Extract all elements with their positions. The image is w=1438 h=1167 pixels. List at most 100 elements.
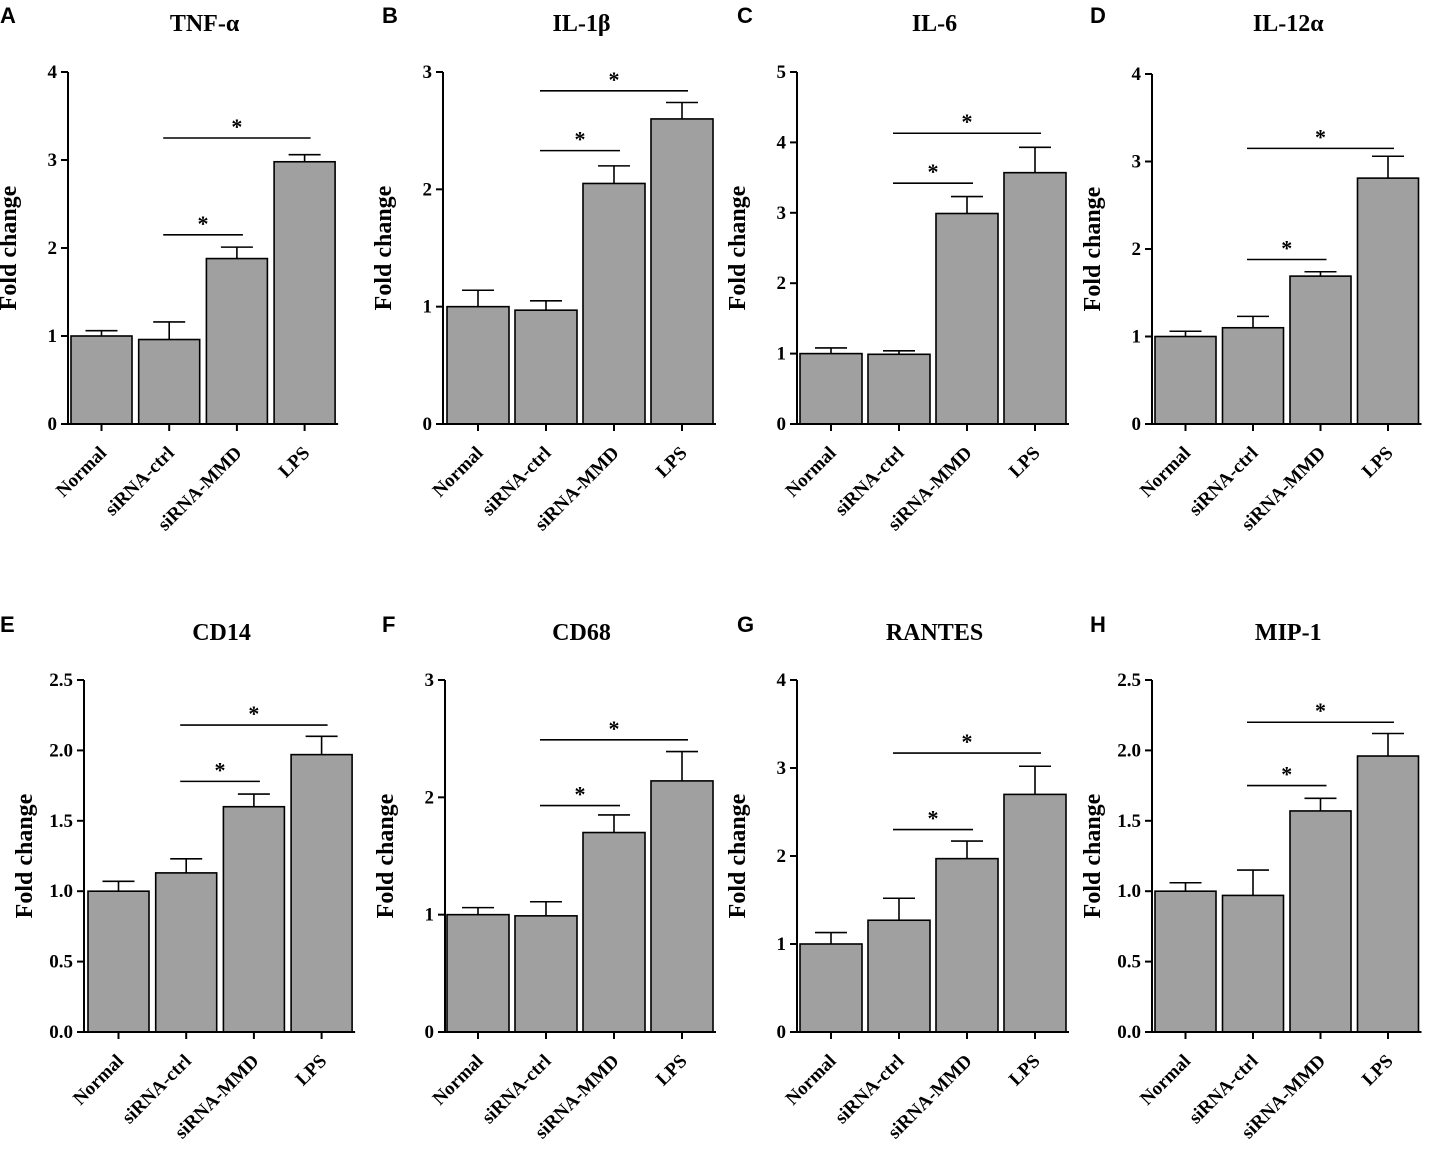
y-tick-label: 0.0 xyxy=(1117,1022,1141,1043)
significance-star: * xyxy=(231,114,242,139)
x-tick-label: LPS xyxy=(652,1051,691,1090)
panel-e: E CD14 Fold change 0.0 0.5 1.0 1.5 2.0 2.5 Normal… xyxy=(0,612,356,1143)
y-tick-label: 2.0 xyxy=(49,740,73,761)
significance-star: * xyxy=(198,211,209,236)
bar xyxy=(799,943,863,1033)
bar xyxy=(514,915,578,1033)
y-tick-label: 1.5 xyxy=(1117,811,1141,832)
bar xyxy=(1154,890,1217,1033)
y-axis-label: Fold change xyxy=(0,185,22,310)
bar xyxy=(205,257,269,425)
y-tick-label: 1 xyxy=(1132,327,1142,348)
y-tick-label: 2 xyxy=(1132,239,1142,260)
y-axis-label: Fold change xyxy=(1080,186,1106,311)
chart-title: RANTES xyxy=(886,620,983,646)
significance-star: * xyxy=(609,716,620,741)
significance-star: * xyxy=(215,757,226,782)
bar xyxy=(799,352,863,425)
y-tick-label: 3 xyxy=(425,670,435,691)
y-axis-label: Fold change xyxy=(371,185,397,310)
bar xyxy=(290,753,353,1033)
bar xyxy=(935,857,999,1033)
panel-letter: C xyxy=(737,3,753,28)
y-tick-label: 4 xyxy=(1132,64,1142,85)
y-axis-label: Fold change xyxy=(1080,793,1106,918)
panel-letter: D xyxy=(1090,3,1106,28)
x-tick-label: Normal xyxy=(429,1051,488,1110)
bar xyxy=(867,919,931,1033)
y-tick-label: 1 xyxy=(425,905,435,926)
y-tick-label: 2.0 xyxy=(1117,740,1141,761)
bar xyxy=(1356,177,1420,425)
y-tick-label: 2 xyxy=(425,787,435,808)
x-tick-label: Normal xyxy=(69,1051,128,1110)
bar xyxy=(1154,335,1217,425)
y-tick-label: 2.5 xyxy=(1117,670,1141,691)
y-tick-label: 2 xyxy=(777,273,787,294)
bar xyxy=(137,338,201,425)
y-tick-label: 1.5 xyxy=(49,811,73,832)
y-axis-label: Fold change xyxy=(725,793,751,918)
y-tick-label: 0.0 xyxy=(49,1022,73,1043)
chart-title: IL-1β xyxy=(553,11,611,37)
y-tick-label: 4 xyxy=(777,670,787,691)
y-tick-label: 1.0 xyxy=(49,881,73,902)
significance-star: * xyxy=(962,109,973,134)
bar xyxy=(1356,755,1420,1033)
significance-star: * xyxy=(962,729,973,754)
y-tick-label: 3 xyxy=(423,62,433,83)
bar xyxy=(1289,275,1352,425)
chart-title: TNF-α xyxy=(170,11,240,37)
bar xyxy=(222,805,286,1033)
significance-star: * xyxy=(928,806,939,831)
y-tick-label: 4 xyxy=(48,62,58,83)
y-tick-label: 1 xyxy=(48,326,58,347)
y-tick-label: 3 xyxy=(48,150,58,171)
y-tick-label: 1 xyxy=(423,297,433,318)
y-tick-label: 0 xyxy=(777,414,787,435)
significance-star: * xyxy=(1315,698,1326,723)
bar xyxy=(154,872,218,1033)
y-tick-label: 0 xyxy=(1132,414,1142,435)
x-tick-label: LPS xyxy=(1005,443,1044,482)
x-tick-label: Normal xyxy=(429,443,488,502)
y-tick-label: 2 xyxy=(423,179,433,200)
x-tick-label: Normal xyxy=(1136,443,1195,502)
x-tick-label: LPS xyxy=(1358,443,1397,482)
x-tick-label: LPS xyxy=(275,443,314,482)
y-tick-label: 2.5 xyxy=(49,670,73,691)
chart-title: IL-12α xyxy=(1253,11,1324,37)
chart-title: IL-6 xyxy=(912,11,957,37)
x-tick-label: Normal xyxy=(782,1051,841,1110)
y-tick-label: 0 xyxy=(777,1022,787,1043)
bar xyxy=(582,182,646,425)
significance-star: * xyxy=(1281,762,1292,787)
x-tick-label: LPS xyxy=(1358,1051,1397,1090)
panel-h: H MIP-1 Fold change 0.0 0.5 1.0 1.5 2.0 2.5 Norma… xyxy=(1080,612,1422,1143)
bar xyxy=(273,160,336,425)
y-tick-label: 0 xyxy=(48,414,58,435)
bar xyxy=(514,309,578,425)
bar xyxy=(582,831,646,1033)
significance-star: * xyxy=(1315,124,1326,149)
y-axis-label: Fold change xyxy=(12,793,38,918)
y-tick-label: 2 xyxy=(48,238,58,259)
bar xyxy=(1003,793,1067,1033)
chart-title: CD68 xyxy=(552,620,611,646)
y-tick-label: 3 xyxy=(1132,152,1142,173)
panel-letter: G xyxy=(737,612,754,637)
y-tick-label: 3 xyxy=(777,758,787,779)
bar xyxy=(650,780,714,1033)
y-tick-label: 1 xyxy=(777,344,787,365)
bar xyxy=(935,212,999,425)
y-tick-label: 4 xyxy=(777,132,787,153)
bar xyxy=(70,335,133,425)
significance-star: * xyxy=(248,701,259,726)
x-tick-label: Normal xyxy=(1136,1051,1195,1110)
y-axis-label: Fold change xyxy=(373,793,399,918)
chart-title: CD14 xyxy=(192,620,251,646)
